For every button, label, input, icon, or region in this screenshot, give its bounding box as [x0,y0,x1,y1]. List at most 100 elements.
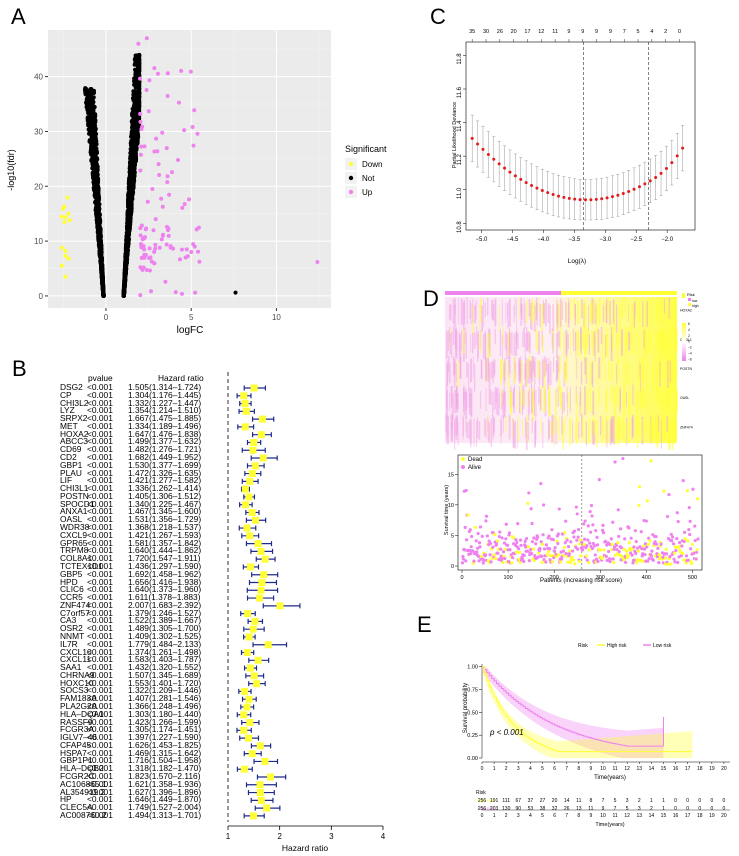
heatmap-scale-label: 4 [688,328,690,332]
heatmap-cell-stripe [670,361,672,391]
lasso-x-tick-label: −2.5 [630,237,643,243]
heatmap-cell-stripe [540,304,543,332]
heatmap-cell-stripe [527,359,529,384]
risk-scatter-point [478,545,482,549]
risk-scatter-point [680,544,684,548]
heatmap-cell-stripe [669,385,671,402]
heatmap-cell-stripe [584,357,586,375]
forest-gene: SRPX2 [60,413,88,424]
heatmap-cell-stripe [470,303,472,324]
risk-scatter-point [642,544,646,548]
risk-scatter-point [649,459,653,463]
heatmap-cell-stripe [615,332,618,349]
heatmap-cell-stripe [666,360,669,388]
volcano-point [168,244,173,249]
heatmap-scale-label: −4 [688,352,692,356]
risk-scatter-point [487,539,491,543]
heatmap-cell-stripe [448,304,451,320]
heatmap-cell-stripe [543,302,545,324]
lasso-x-tick-label: −2.0 [661,237,674,243]
heatmap-cell-stripe [503,362,506,385]
heatmap-cell-stripe [468,363,470,393]
forest-pvalue: <0.001 [87,778,113,789]
risk-scatter-point [468,548,472,553]
volcano-legend-label: Up [362,188,373,197]
risk-scatter-point [674,548,678,553]
heatmap-cell-stripe [509,333,511,353]
volcano-point [137,53,142,58]
heatmap-cell-stripe [590,361,592,388]
heatmap-cell-stripe [644,391,647,409]
forest-pvalue: <0.001 [87,405,113,416]
forest-hr-marker [248,470,256,478]
volcano-point [157,245,162,250]
heatmap-cell-stripe [645,301,647,329]
heatmap-cell-stripe [557,328,559,346]
forest-hr-marker [240,711,248,719]
risk-scatter-point [476,546,480,550]
volcano-point [59,263,64,268]
forest-col-pvalue: pvalue [88,373,113,383]
forest-hr-text: 1.436(1.297–1.590) [128,560,202,571]
forest-hr-marker [257,547,265,555]
heatmap-cell-stripe [675,417,677,443]
heatmap-gene-label: ZNF474 [680,425,693,429]
volcano-point [138,293,143,298]
heatmap-cell-stripe [657,331,660,351]
heatmap-cell-stripe [502,393,505,419]
km-risk-x-tick-label: 7 [565,813,568,819]
heatmap-cell-stripe [599,386,601,403]
risk-scatter-point [677,541,682,545]
risk-scatter-frame [457,454,703,571]
heatmap-cell-stripe [495,389,497,415]
volcano-point [164,146,169,151]
heatmap-cell-stripe [447,355,450,373]
heatmap-cell-stripe [469,419,471,440]
risk-scatter-legend-dead: Dead [468,457,482,463]
heatmap-cell-stripe [493,416,495,433]
forest-gene: AC008760.2 [60,809,107,820]
risk-scatter-point [518,560,522,564]
risk-scatter-point [511,556,515,560]
heatmap-cell-stripe [504,331,507,350]
heatmap-cell-stripe [525,389,527,408]
km-risk-count: 0 [698,798,701,804]
risk-scatter-point [552,556,556,560]
heatmap-cell-stripe [585,418,587,445]
lasso-point [476,142,480,146]
volcano-point [131,185,136,190]
heatmap-cell-stripe [591,420,594,445]
forest-pvalue: <0.001 [87,459,113,470]
forest-gene: CCR5 [60,592,83,603]
km-x-tick-label: 18 [697,766,703,772]
heatmap-cell-stripe [628,360,630,383]
volcano-point [138,111,143,116]
forest-gene: RASSF9 [60,716,93,727]
risk-scatter-point [563,541,567,545]
risk-scatter-point [597,478,601,482]
heatmap-cell-stripe [555,388,557,416]
risk-scatter-point [669,532,673,536]
heatmap-cell-stripe [559,385,562,407]
heatmap-cell-stripe [645,332,647,357]
volcano-point [147,246,152,251]
heatmap-cell-stripe [505,359,507,388]
km-risk-table-title: Risk [476,790,486,796]
risk-scatter-point [504,522,508,526]
heatmap-cell-stripe [454,389,456,414]
heatmap-cell-stripe [580,326,582,351]
km-risk-count: 26 [564,806,570,812]
km-risk-count: 2 [650,806,653,812]
heatmap-cell-stripe [449,304,452,321]
lasso-point [627,190,631,194]
km-risk-count: 9 [602,806,605,812]
heatmap-cell-stripe [579,386,582,406]
risk-scatter-point [693,524,697,528]
heatmap-cell-stripe [538,297,540,313]
risk-scatter-point [683,530,687,534]
volcano-point [124,244,129,249]
risk-scatter-point [683,537,687,541]
heatmap-cell-stripe [563,359,565,378]
risk-scatter-point [517,547,521,551]
